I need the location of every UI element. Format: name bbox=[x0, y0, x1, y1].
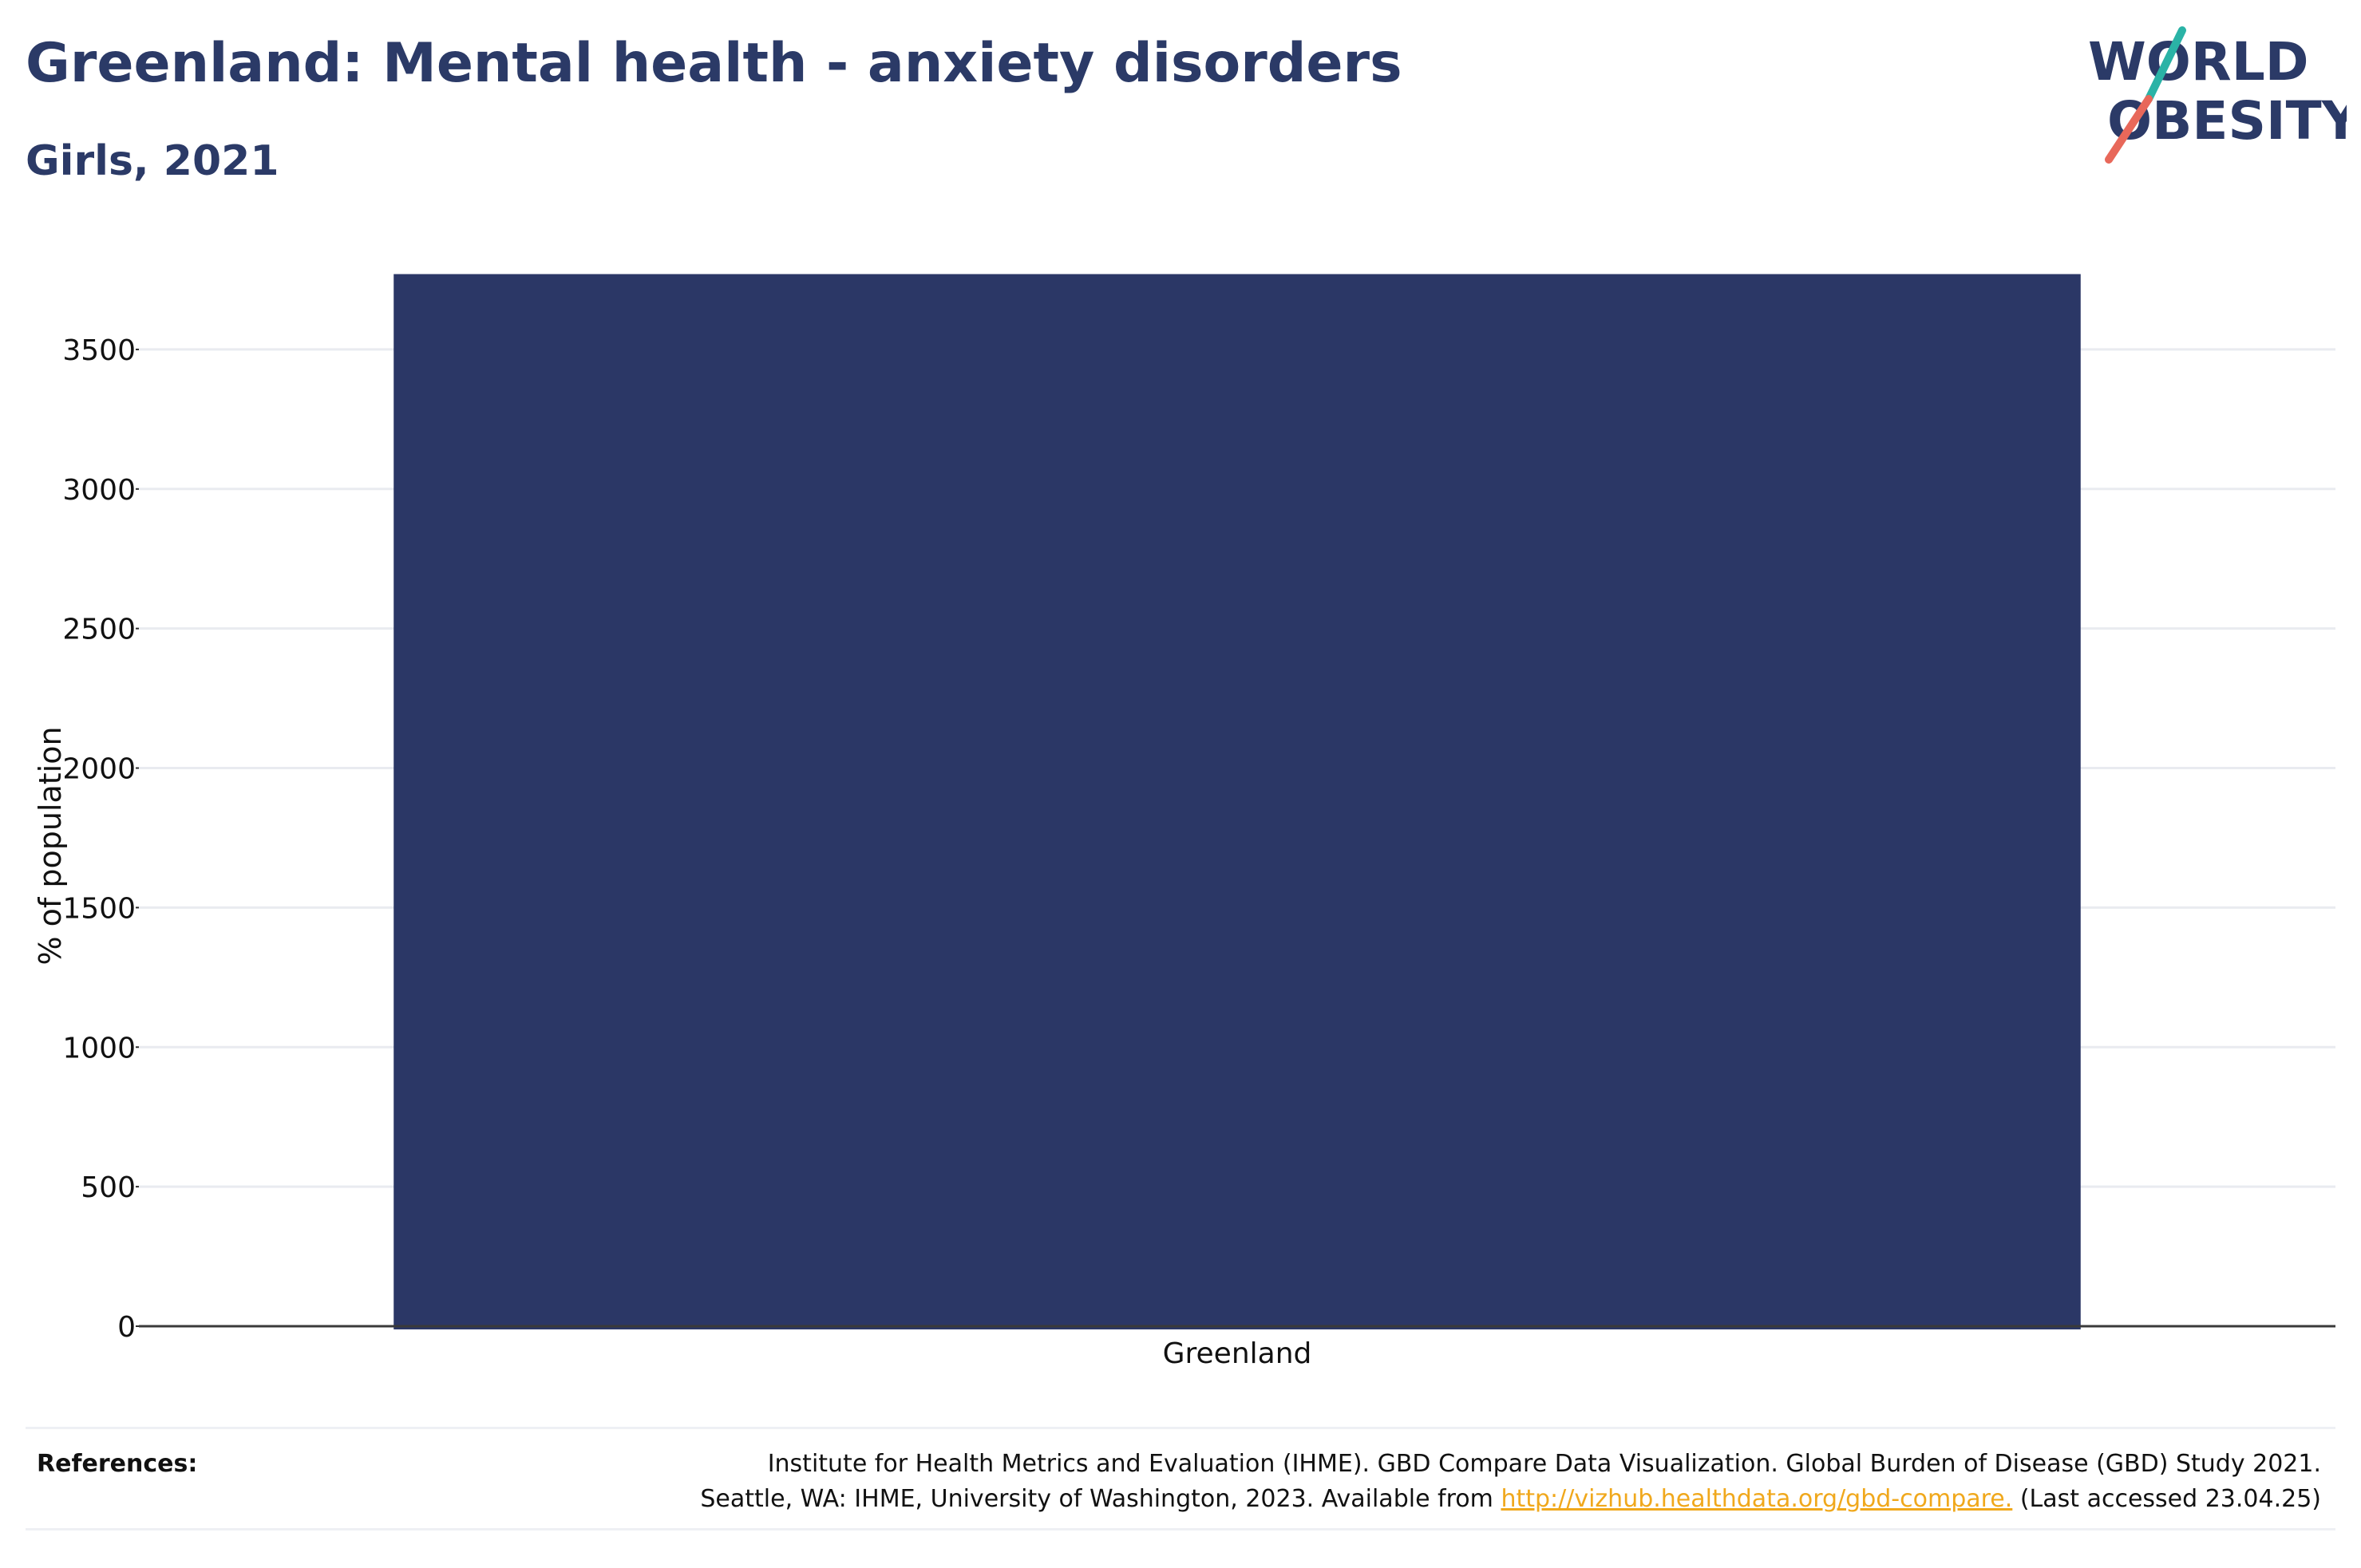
chart-title: Greenland: Mental health - anxiety disor… bbox=[26, 32, 1402, 95]
gbd-compare-link[interactable]: http://vizhub.healthdata.org/gbd-compare… bbox=[1501, 1485, 2013, 1513]
y-tick-label: 0 bbox=[117, 1311, 136, 1344]
bars bbox=[394, 274, 2081, 1330]
references-line-1: Institute for Health Metrics and Evaluat… bbox=[767, 1450, 2321, 1478]
references-label: References: bbox=[37, 1450, 198, 1478]
references-text: Institute for Health Metrics and Evaluat… bbox=[326, 1447, 2321, 1517]
chart-subtitle: Girls, 2021 bbox=[26, 137, 279, 185]
y-axis-title: % of population bbox=[33, 726, 68, 965]
y-tick-labels: 0 500 1000 1500 2000 2500 3000 3500 bbox=[62, 334, 139, 1344]
y-tick-label: 2000 bbox=[62, 753, 136, 786]
bar-greenland bbox=[394, 274, 2081, 1330]
y-tick-label: 1500 bbox=[62, 892, 136, 925]
bar-chart: 0 500 1000 1500 2000 2500 3000 3500 Greenland %… bbox=[33, 274, 2335, 1370]
y-tick-label: 2500 bbox=[62, 614, 136, 646]
references-line-2: Seattle, WA: IHME, University of Washing… bbox=[326, 1482, 2321, 1517]
y-tick-label: 1000 bbox=[62, 1032, 136, 1064]
logo-slash-bottom bbox=[2105, 95, 2153, 164]
y-tick-label: 3000 bbox=[62, 474, 136, 507]
logo-slash-top bbox=[2145, 26, 2186, 103]
x-tick-label: Greenland bbox=[1163, 1337, 1312, 1370]
y-tick-label: 3500 bbox=[62, 334, 136, 367]
world-obesity-logo: WORLD OBESITY bbox=[2088, 26, 2347, 164]
logo-word-world: WORLD bbox=[2088, 31, 2309, 93]
y-tick-label: 500 bbox=[81, 1171, 136, 1204]
references-section: References: Institute for Health Metrics… bbox=[26, 1427, 2335, 1530]
x-tick-labels: Greenland bbox=[1163, 1337, 1312, 1370]
references-line-2-suffix: (Last accessed 23.04.25) bbox=[2019, 1485, 2321, 1513]
references-line-2-prefix: Seattle, WA: IHME, University of Washing… bbox=[700, 1485, 1493, 1513]
